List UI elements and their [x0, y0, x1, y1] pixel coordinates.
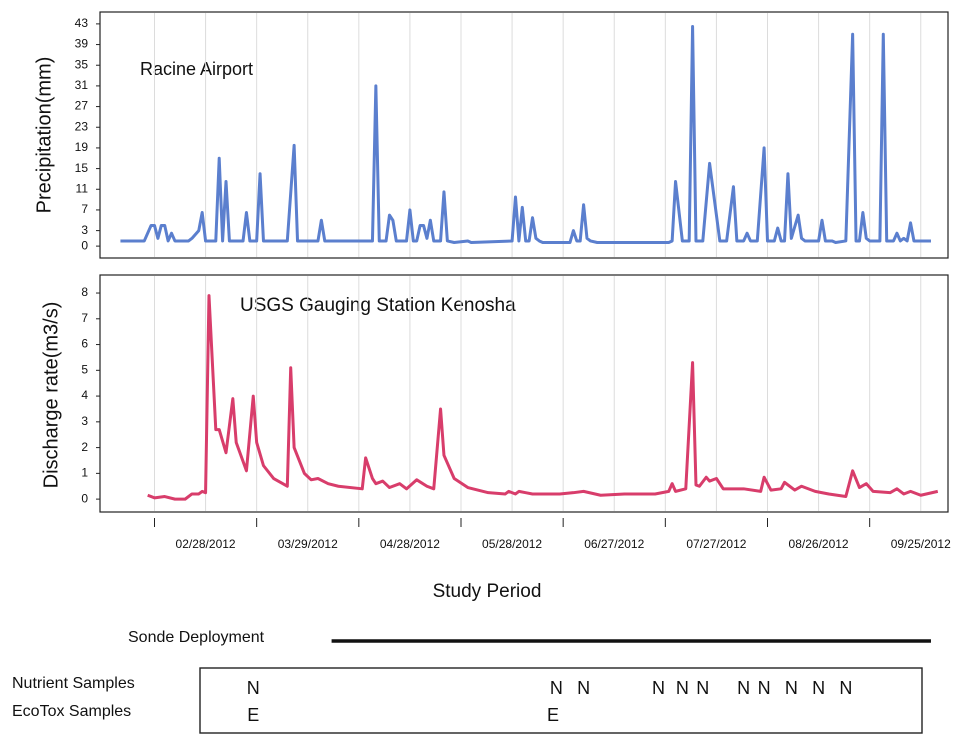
x-tick-label: 06/27/2012 [584, 537, 644, 551]
sample-marker: N [676, 678, 689, 698]
sample-marker: N [247, 678, 260, 698]
panel-frame [99, 11, 949, 259]
y-tick-label: 1 [81, 466, 88, 480]
x-tick-label: 09/25/2012 [891, 537, 951, 551]
sample-marker: N [577, 678, 590, 698]
sample-marker: E [547, 705, 559, 725]
y-tick-label: 43 [75, 16, 89, 30]
panel-title: Racine Airport [140, 59, 253, 79]
y-tick-label: 0 [81, 238, 88, 252]
x-tick-label: 03/29/2012 [278, 537, 338, 551]
sample-marker: N [812, 678, 825, 698]
sonde-label: Sonde Deployment [128, 629, 265, 646]
y-tick-label: 23 [75, 119, 89, 133]
y-tick-label: 11 [76, 181, 89, 195]
y-tick-label: 0 [81, 491, 88, 505]
y-axis-label: Precipitation(mm) [33, 57, 55, 214]
nutrient-label: Nutrient Samples [12, 675, 135, 692]
panel-title: USGS Gauging Station Kenosha [240, 295, 516, 316]
x-tick-label: 04/28/2012 [380, 537, 440, 551]
samples-box [199, 667, 923, 734]
x-tick-label: 02/28/2012 [176, 537, 236, 551]
x-tick-label: 05/28/2012 [482, 537, 542, 551]
y-tick-label: 6 [81, 337, 88, 351]
sample-marker: N [696, 678, 709, 698]
sample-marker: E [247, 705, 259, 725]
y-tick-label: 7 [81, 202, 88, 216]
y-tick-label: 2 [81, 440, 88, 454]
y-tick-label: 27 [75, 99, 89, 113]
y-tick-label: 39 [75, 37, 89, 51]
ecotox-label: EcoTox Samples [12, 703, 131, 720]
sample-marker: N [652, 678, 665, 698]
data-line [147, 294, 939, 501]
y-tick-label: 35 [75, 57, 89, 71]
y-tick-label: 3 [81, 223, 88, 237]
y-tick-label: 3 [81, 414, 88, 428]
x-tick-label: 08/26/2012 [789, 537, 849, 551]
sample-marker: N [737, 678, 750, 698]
y-tick-label: 5 [81, 362, 88, 376]
sample-marker: N [839, 678, 852, 698]
y-axis-label: Discharge rate(m3/s) [40, 302, 62, 489]
sample-marker: N [550, 678, 563, 698]
sample-marker: N [785, 678, 798, 698]
data-line [120, 24, 931, 244]
x-tick-label: 07/27/2012 [686, 537, 746, 551]
sample-marker: N [758, 678, 771, 698]
x-axis-label: Study Period [433, 581, 542, 602]
y-tick-label: 4 [81, 388, 88, 402]
y-tick-label: 8 [81, 285, 88, 299]
y-tick-label: 7 [81, 311, 88, 325]
y-tick-label: 19 [75, 140, 89, 154]
panel-frame [99, 274, 949, 513]
y-tick-label: 15 [75, 161, 89, 175]
y-tick-label: 31 [75, 78, 89, 92]
